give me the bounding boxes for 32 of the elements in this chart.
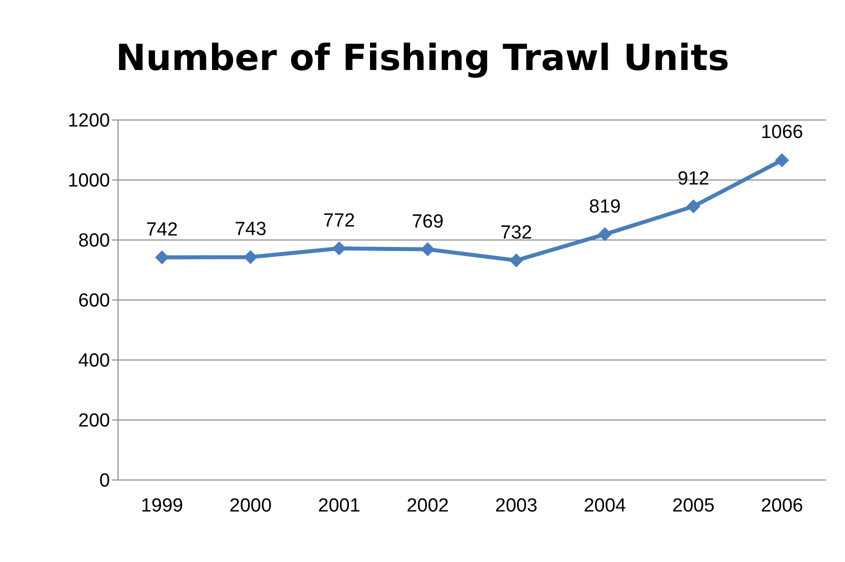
- data-label: 772: [323, 210, 355, 232]
- point: [332, 241, 346, 256]
- point: [420, 242, 435, 256]
- x-tick-label: 1999: [140, 495, 184, 516]
- x-tick-label: 2004: [584, 495, 626, 516]
- point: [686, 199, 700, 214]
- y-tick-label: 800: [78, 230, 110, 252]
- point: [155, 250, 169, 264]
- point: [775, 153, 789, 168]
- x-tick-label: 2002: [406, 495, 449, 516]
- x-tick-label: 2003: [495, 495, 538, 516]
- point: [244, 250, 258, 264]
- point: [598, 227, 612, 242]
- chart-title: Number of Fishing Trawl Units: [114, 38, 730, 79]
- data-label: 819: [589, 196, 621, 218]
- x-tick-label: 2006: [760, 495, 804, 516]
- y-tick-label: 200: [78, 410, 110, 432]
- data-label: 1066: [760, 122, 804, 144]
- y-tick-label: 0: [99, 470, 110, 492]
- y-tick-label: 400: [78, 350, 110, 372]
- point: [509, 253, 524, 268]
- x-tick-label: 2005: [672, 495, 715, 516]
- x-tick-label: 2001: [318, 495, 360, 516]
- y-tick-label: 1000: [68, 170, 110, 192]
- x-tick-label: 2000: [229, 495, 272, 516]
- y-tick-label: 600: [78, 290, 110, 312]
- data-label: 732: [500, 222, 532, 244]
- y-tick-label: 1200: [68, 110, 110, 132]
- data-label: 912: [678, 168, 710, 190]
- data-label: 743: [234, 219, 266, 240]
- data-label: 769: [412, 211, 444, 232]
- data-label: 742: [146, 219, 178, 240]
